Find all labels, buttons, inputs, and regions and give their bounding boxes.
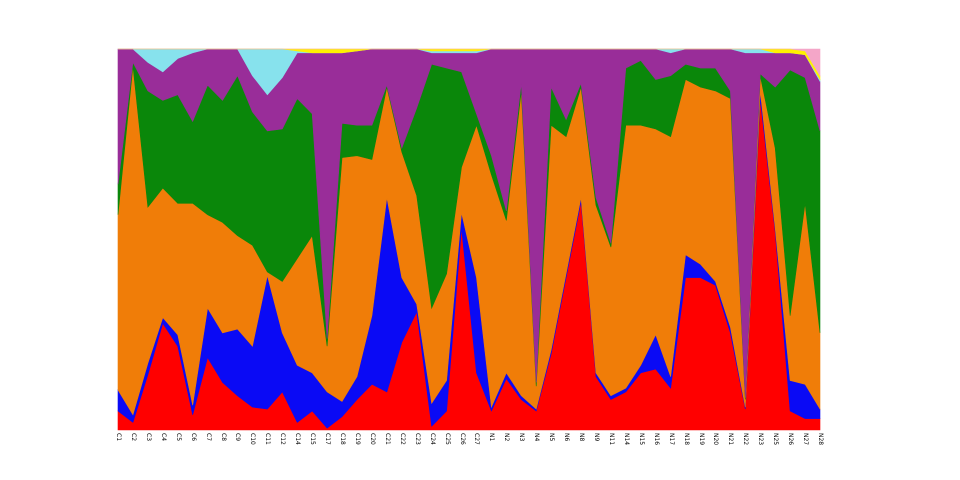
x-tick-label: N3 <box>518 433 526 442</box>
x-tick-label: C19 <box>353 433 361 445</box>
x-tick-label: C27 <box>473 433 481 445</box>
x-tick-label: C21 <box>383 433 391 445</box>
x-tick-label: N5 <box>548 433 556 442</box>
x-tick-label: C9 <box>234 433 242 442</box>
x-tick-label: C8 <box>219 433 227 442</box>
x-tick-label: N28 <box>817 433 824 446</box>
x-tick-label: N26 <box>787 433 795 446</box>
x-tick-label: C26 <box>458 433 466 445</box>
x-tick-label: C18 <box>339 433 347 445</box>
x-tick-label: C11 <box>264 433 272 445</box>
x-tick-label: C25 <box>443 433 451 445</box>
x-tick-label: C23 <box>413 433 421 445</box>
x-tick-label: C12 <box>279 433 287 445</box>
x-tick-label: N17 <box>667 433 675 446</box>
x-tick-label: N27 <box>802 433 810 446</box>
x-tick-label: N22 <box>742 433 750 446</box>
x-tick-label: N25 <box>772 433 780 446</box>
x-tick-label: N1 <box>488 433 496 442</box>
x-tick-label: N19 <box>697 433 705 446</box>
x-tick-label: C14 <box>294 433 302 445</box>
x-tick-label: N21 <box>727 433 735 446</box>
x-tick-label: N8 <box>578 433 586 442</box>
x-tick-label: N16 <box>652 433 660 446</box>
x-tick-label: N20 <box>712 433 720 446</box>
x-tick-label: N14 <box>622 433 630 446</box>
x-tick-label: C5 <box>174 433 182 442</box>
x-tick-label: C10 <box>249 433 257 445</box>
x-tick-label: C7 <box>204 433 212 442</box>
x-tick-label: N9 <box>592 433 600 442</box>
x-tick-label: N11 <box>607 433 615 446</box>
x-tick-label: C2 <box>129 433 137 442</box>
x-tick-label: C1 <box>115 433 122 442</box>
x-tick-label: C20 <box>368 433 376 445</box>
x-tick-label: N6 <box>563 433 571 442</box>
x-tick-label: N23 <box>757 433 765 446</box>
x-tick-label: C22 <box>398 433 406 445</box>
x-tick-label: N15 <box>637 433 645 446</box>
x-tick-label: N4 <box>533 433 541 442</box>
x-tick-label: C15 <box>309 433 317 445</box>
area-series-pink <box>118 48 821 77</box>
x-tick-label: C17 <box>324 433 332 445</box>
x-tick-label: N18 <box>682 433 690 446</box>
x-tick-label: C6 <box>189 433 197 442</box>
x-tick-label: C24 <box>428 433 436 445</box>
x-tick-label: C3 <box>144 433 152 442</box>
x-tick-label: C4 <box>159 433 167 442</box>
x-tick-label: N2 <box>503 433 511 442</box>
